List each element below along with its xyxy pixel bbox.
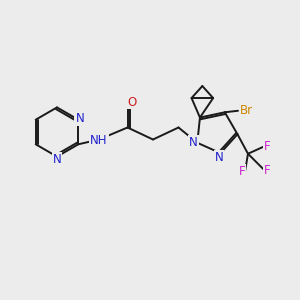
Text: O: O	[128, 95, 136, 109]
Text: N: N	[75, 112, 84, 125]
Text: N: N	[189, 136, 198, 149]
Text: F: F	[239, 165, 245, 178]
Text: F: F	[264, 140, 271, 153]
Text: NH: NH	[90, 134, 108, 148]
Text: F: F	[264, 164, 271, 177]
Text: N: N	[52, 152, 62, 166]
Text: Br: Br	[240, 104, 253, 117]
Text: N: N	[214, 151, 224, 164]
